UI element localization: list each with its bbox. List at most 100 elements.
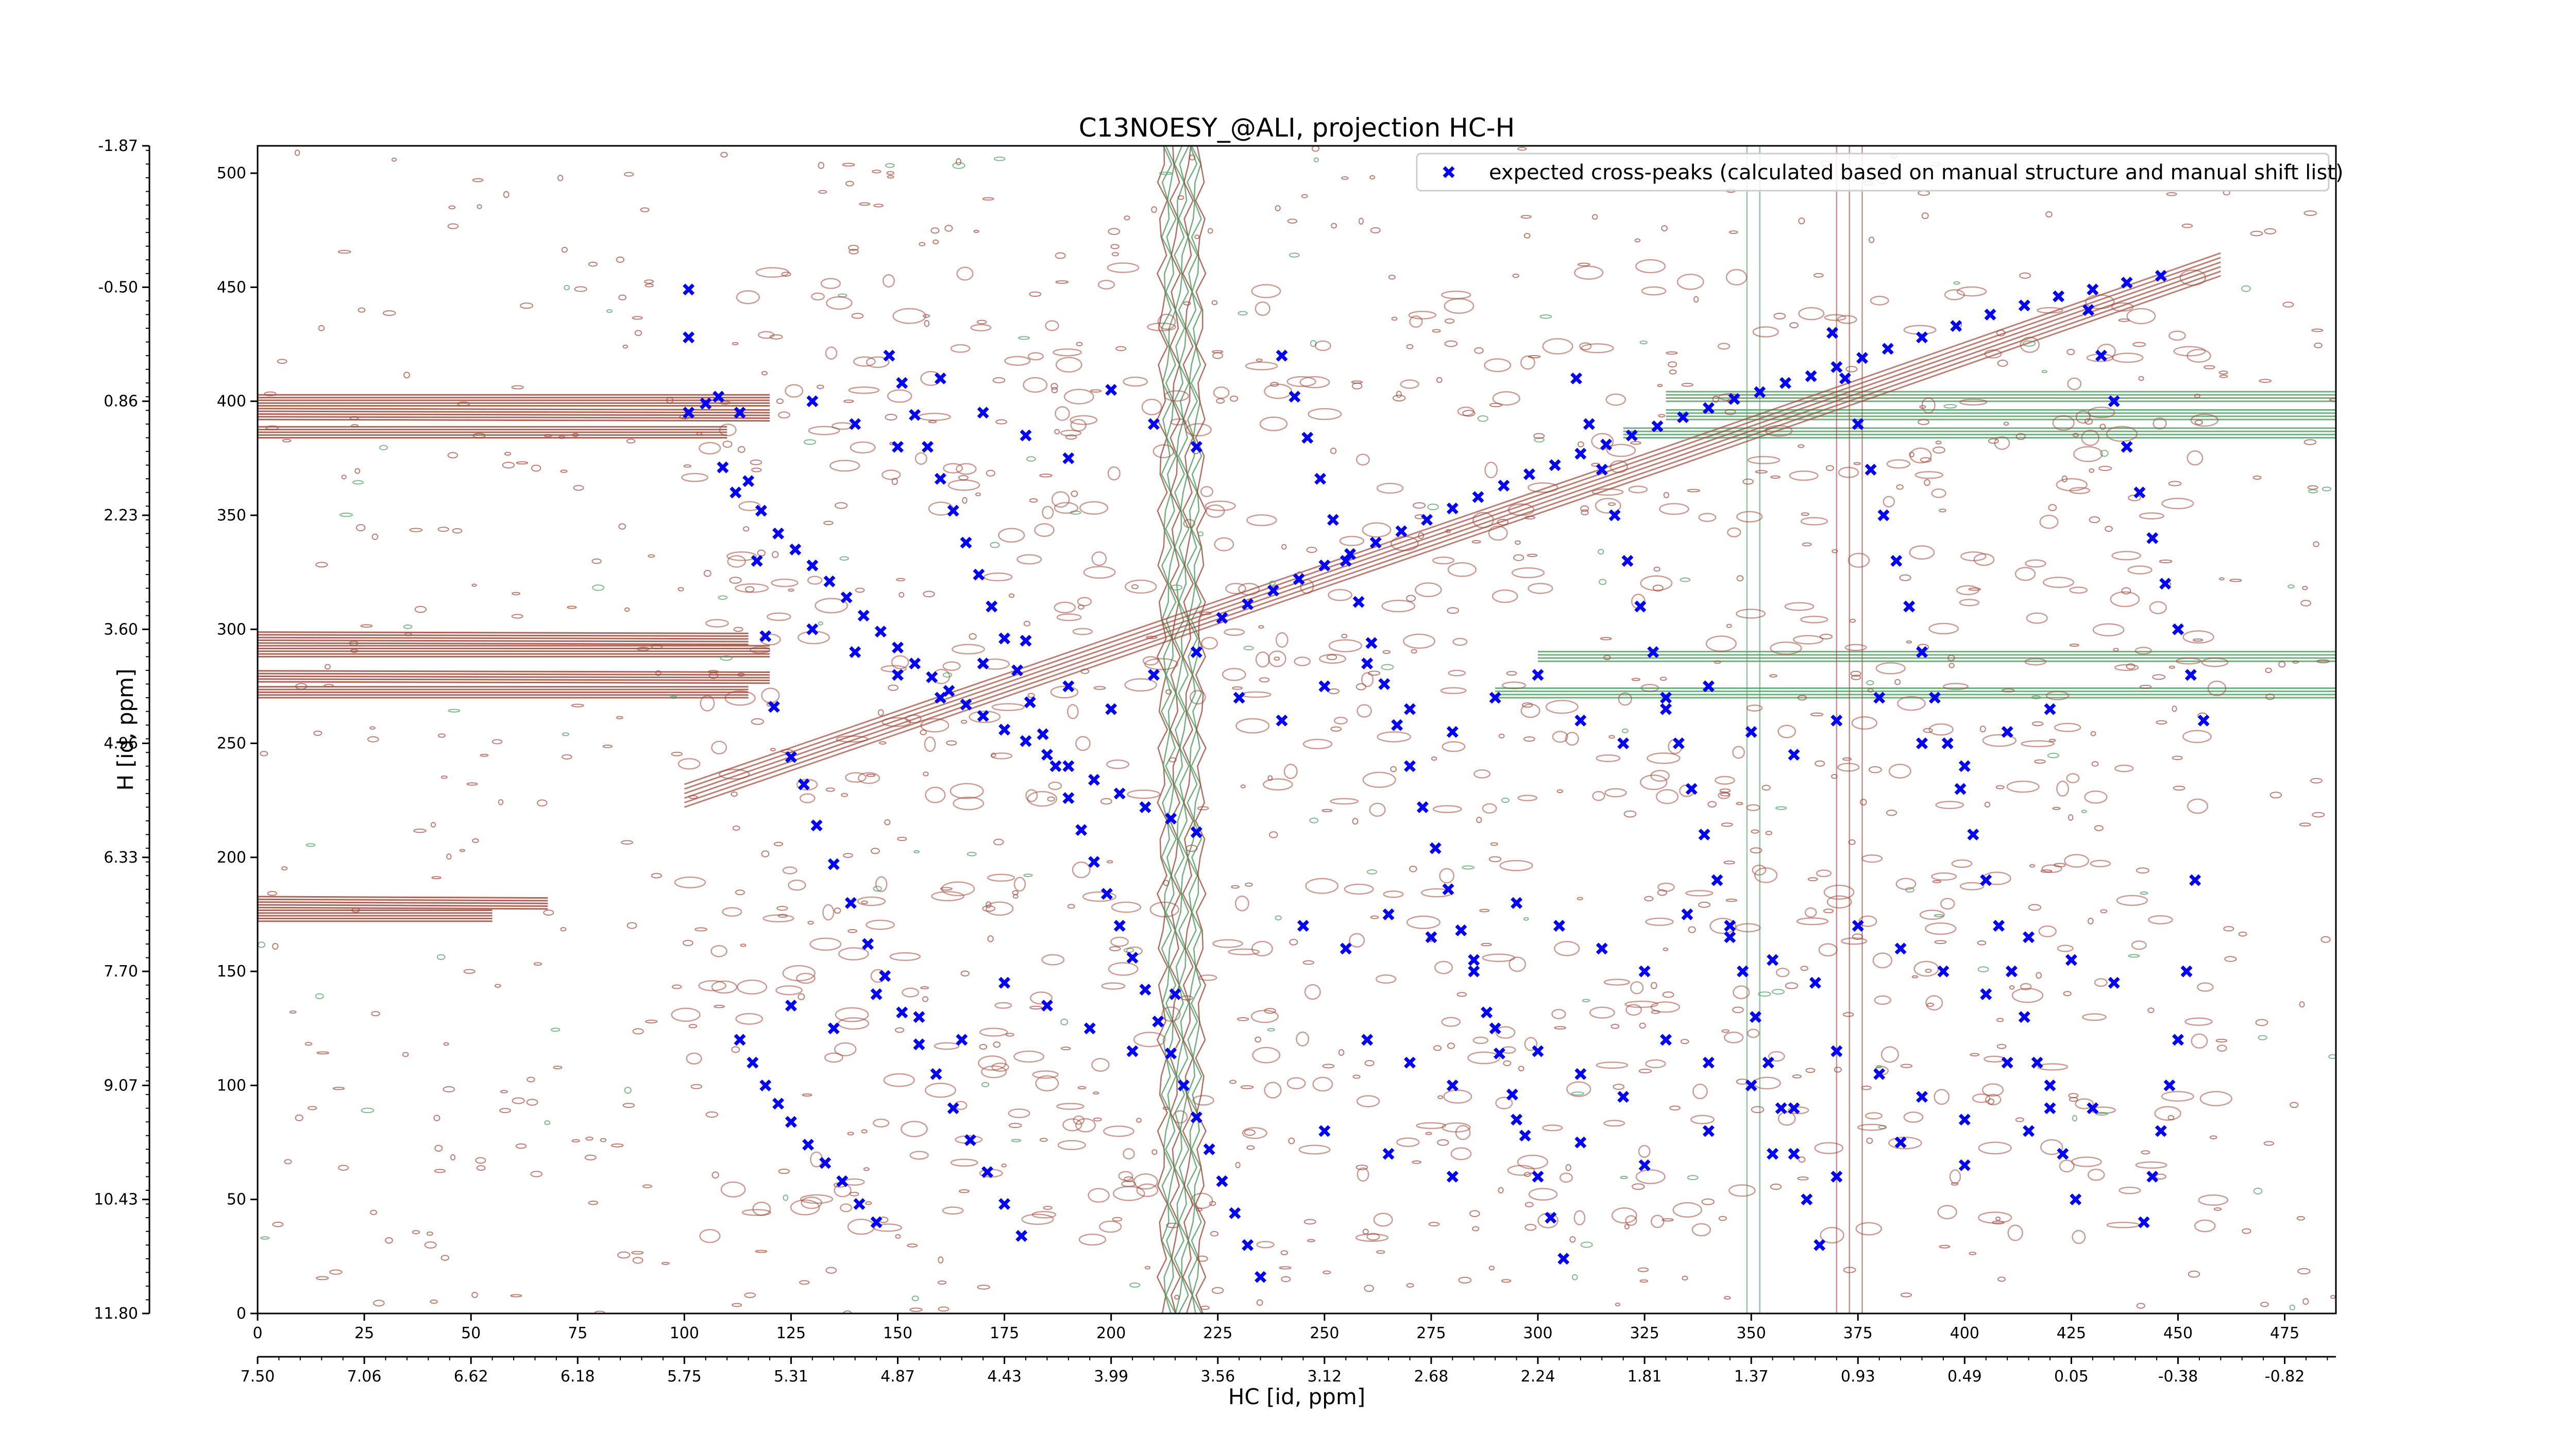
contour-noise xyxy=(2299,822,2311,827)
contour-noise xyxy=(979,1043,988,1050)
contour-noise xyxy=(560,926,567,932)
contour-blob xyxy=(2114,764,2134,772)
y-ppm-tick-label: 7.70 xyxy=(104,963,138,981)
cross-peak xyxy=(1553,920,1565,932)
contour-noise xyxy=(2066,348,2075,356)
contour-noise xyxy=(1111,252,1119,257)
contour-blob xyxy=(2075,1098,2094,1109)
contour-blob xyxy=(892,308,926,324)
contour-noise xyxy=(1810,712,1824,717)
contour-noise xyxy=(588,1200,599,1205)
contour-noise xyxy=(2048,738,2056,742)
cross-peak xyxy=(1754,386,1766,398)
contour-blob xyxy=(1357,1167,1369,1182)
contour-noise xyxy=(1230,395,1239,402)
contour-noise xyxy=(2263,1141,2275,1146)
contour-blob xyxy=(1440,687,1467,695)
contour-blob xyxy=(1355,453,1370,466)
contour-blob xyxy=(719,424,737,436)
contour-noise xyxy=(755,1250,768,1253)
contour-noise xyxy=(1267,1028,1275,1032)
cross-peak xyxy=(1698,829,1710,841)
contour-noise xyxy=(1413,502,1426,509)
contour-noise xyxy=(2098,465,2112,471)
contour-blob xyxy=(1262,778,1293,791)
contour-noise xyxy=(1174,1294,1180,1300)
contour-noise xyxy=(2255,1019,2268,1026)
contour-noise xyxy=(431,876,442,880)
contour-blob xyxy=(857,772,880,784)
contour-streak xyxy=(258,681,770,684)
contour-noise xyxy=(1868,766,1882,773)
contour-blob xyxy=(735,1013,764,1025)
contour-noise xyxy=(1474,347,1484,354)
contour-blob xyxy=(2179,269,2207,286)
contour-streak xyxy=(258,904,548,907)
contour-blob xyxy=(1752,326,1779,338)
contour-noise xyxy=(2193,638,2204,642)
contour-blob xyxy=(1789,470,1819,481)
contour-noise xyxy=(1194,234,1200,240)
cross-peak xyxy=(1737,965,1749,978)
contour-noise xyxy=(471,583,477,587)
contour-blob xyxy=(1013,877,1026,892)
contour-blob xyxy=(736,290,760,305)
cross-peak xyxy=(892,441,904,453)
contour-noise xyxy=(1582,999,1590,1003)
contour-blob xyxy=(1060,429,1082,436)
x-axis-ppm: 7.50 7.06 6.62 6.18 5.75 5.31 4.87 4.43 3.99 3.56… xyxy=(241,1356,2336,1386)
contour-noise xyxy=(2091,761,2099,767)
contour-noise xyxy=(1823,908,1834,914)
contour-blob xyxy=(1400,379,1419,389)
contour-noise xyxy=(412,1230,420,1235)
contour-noise xyxy=(1281,1276,1291,1283)
contour-noise xyxy=(1246,1145,1255,1150)
contour-noise xyxy=(632,316,643,320)
contour-noise xyxy=(2300,600,2312,606)
cross-peak xyxy=(1839,372,1851,384)
contour-noise xyxy=(897,836,907,841)
contour-noise xyxy=(448,205,456,210)
chart-title: C13NOESY_@ALI, projection HC-H xyxy=(1079,113,1515,143)
contour-blob xyxy=(1705,635,1737,652)
contour-blob xyxy=(1252,1047,1281,1064)
contour-blob xyxy=(1800,517,1828,526)
contour-noise xyxy=(631,1251,644,1255)
contour-noise xyxy=(1943,403,1957,409)
contour-blob xyxy=(686,1052,702,1065)
contour-blob xyxy=(1198,974,1217,981)
contour-blob xyxy=(750,646,771,654)
contour-noise xyxy=(1330,447,1337,454)
contour-noise xyxy=(572,433,579,437)
cross-peak xyxy=(802,1139,815,1151)
contour-noise xyxy=(1163,880,1170,886)
contour-noise xyxy=(835,502,848,509)
contour-noise xyxy=(1166,1222,1179,1228)
contour-band xyxy=(1161,146,1173,1313)
contour-blob xyxy=(1823,884,1855,900)
contour-noise xyxy=(2209,1135,2217,1139)
contour-noise xyxy=(2136,1303,2145,1309)
contour-blob xyxy=(2082,1013,2107,1021)
y-ppm-tick-label: 11.80 xyxy=(94,1305,138,1323)
contour-noise xyxy=(622,344,629,349)
contour-noise xyxy=(1906,640,1912,644)
contour-noise xyxy=(272,1221,284,1227)
contour-noise xyxy=(729,577,742,584)
contour-noise xyxy=(1311,146,1320,152)
contour-blob xyxy=(1222,668,1246,681)
cross-peak xyxy=(1638,965,1651,978)
contour-blob xyxy=(1770,642,1802,655)
contour-blob xyxy=(1298,1144,1331,1155)
cross-peak xyxy=(986,600,998,613)
cross-peak xyxy=(2121,277,2133,289)
contour-blob xyxy=(934,1042,960,1050)
x-index-tick-label: 175 xyxy=(990,1324,1019,1342)
contour-band xyxy=(1182,146,1194,1313)
contour-noise xyxy=(1701,1198,1715,1205)
contour-noise xyxy=(1644,896,1654,902)
contour-blob xyxy=(1509,956,1527,972)
contour-noise xyxy=(1110,244,1120,249)
cross-peak xyxy=(1126,1045,1139,1057)
contour-blob xyxy=(1234,896,1249,912)
